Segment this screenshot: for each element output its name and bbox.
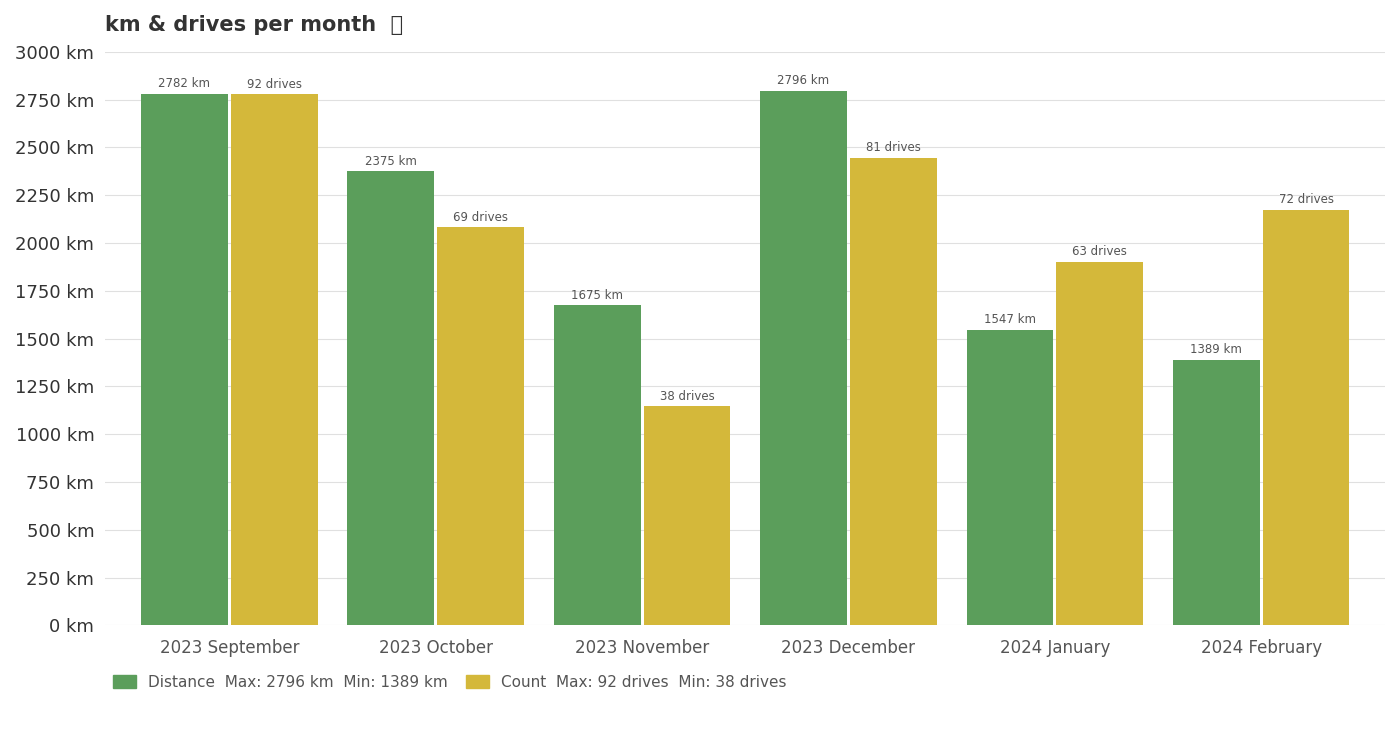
Bar [141, 94, 228, 626]
Bar [437, 227, 524, 626]
Text: 63 drives: 63 drives [1072, 245, 1127, 258]
Legend: Distance  Max: 2796 km  Min: 1389 km, Count  Max: 92 drives  Min: 38 drives: Distance Max: 2796 km Min: 1389 km, Coun… [113, 674, 787, 689]
Text: 72 drives: 72 drives [1278, 194, 1334, 206]
Text: 1547 km: 1547 km [984, 314, 1036, 326]
Text: 81 drives: 81 drives [865, 141, 921, 154]
Bar [1057, 262, 1142, 626]
Bar [554, 305, 641, 626]
Bar [1263, 210, 1350, 626]
Text: km & drives per month  ⓘ: km & drives per month ⓘ [105, 15, 403, 35]
Text: 2375 km: 2375 km [365, 155, 417, 168]
Bar [850, 158, 937, 626]
Text: 38 drives: 38 drives [659, 389, 714, 403]
Bar [231, 94, 318, 626]
Text: 2796 km: 2796 km [777, 74, 830, 88]
Bar [966, 330, 1053, 626]
Text: 69 drives: 69 drives [454, 211, 508, 224]
Bar [644, 406, 731, 626]
Bar [347, 171, 434, 626]
Bar [760, 91, 847, 626]
Text: 1389 km: 1389 km [1190, 344, 1242, 356]
Bar [1173, 360, 1260, 626]
Text: 2782 km: 2782 km [158, 77, 210, 90]
Text: 1675 km: 1675 km [571, 289, 623, 302]
Text: 92 drives: 92 drives [246, 78, 301, 91]
